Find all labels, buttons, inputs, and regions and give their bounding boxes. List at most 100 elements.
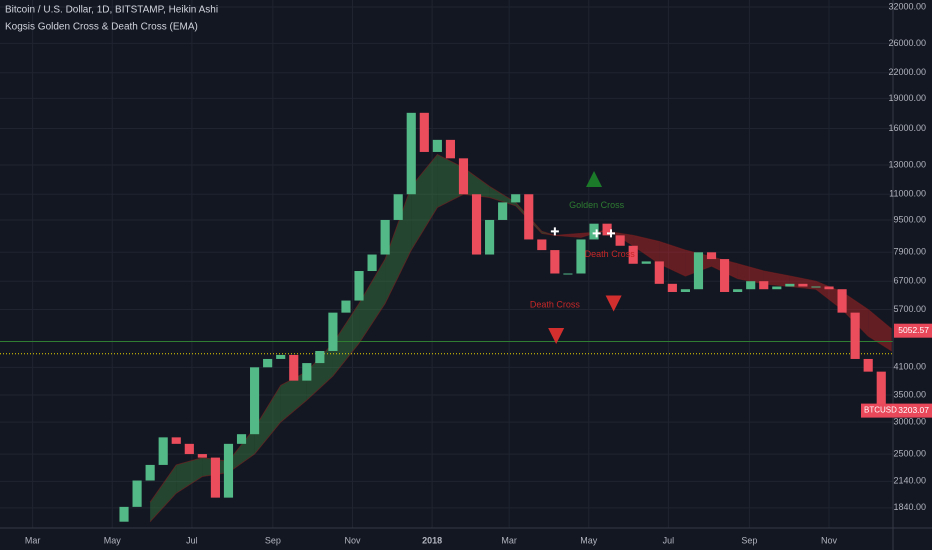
x-tick-label: Nov bbox=[344, 535, 361, 545]
candle bbox=[563, 273, 573, 275]
candle bbox=[223, 443, 234, 498]
ema-band bbox=[737, 263, 764, 284]
cross-arrow bbox=[586, 170, 603, 187]
ema-band bbox=[176, 457, 203, 494]
ema-band bbox=[228, 428, 255, 473]
candle bbox=[250, 367, 260, 435]
y-tick-label: 26000.00 bbox=[888, 38, 926, 48]
ema-band bbox=[280, 371, 307, 423]
ema-band bbox=[306, 343, 333, 401]
candle bbox=[706, 252, 717, 260]
y-tick-label: 6700.00 bbox=[893, 276, 926, 286]
candle bbox=[524, 194, 534, 240]
cross-point bbox=[592, 229, 601, 238]
ema-band bbox=[150, 464, 177, 522]
price-tag bbox=[894, 323, 932, 338]
candle bbox=[380, 219, 390, 255]
ema-band bbox=[385, 186, 412, 304]
candle bbox=[236, 434, 247, 444]
candle bbox=[328, 312, 338, 351]
candle bbox=[419, 112, 429, 152]
y-tick-label: 16000.00 bbox=[888, 123, 926, 133]
candle bbox=[876, 371, 886, 406]
indicator-title: Kogsis Golden Cross & Death Cross (EMA) bbox=[5, 22, 198, 33]
candle bbox=[811, 286, 821, 288]
y-tick-label: 32000.00 bbox=[888, 1, 926, 11]
ema-band bbox=[359, 259, 386, 344]
ema-band bbox=[437, 154, 464, 208]
annotation: Death Cross bbox=[530, 299, 581, 309]
candle bbox=[171, 437, 181, 444]
candle bbox=[158, 437, 168, 465]
axes: 32000.00 26000.00 22000.00 19000.00 16000.00… bbox=[25, 1, 932, 545]
candle bbox=[184, 443, 194, 455]
candle bbox=[759, 281, 769, 290]
x-tick-label: Sep bbox=[741, 535, 757, 545]
cross-point bbox=[550, 227, 559, 236]
candle bbox=[145, 464, 155, 481]
candle bbox=[132, 480, 142, 507]
candle bbox=[315, 350, 325, 364]
candle bbox=[654, 261, 664, 284]
candle bbox=[367, 254, 377, 272]
y-tick-label: 3000.00 bbox=[893, 416, 926, 426]
ema-band bbox=[789, 276, 816, 290]
y-tick-label: 5700.00 bbox=[893, 304, 926, 314]
y-tick-label: 1840.00 bbox=[893, 502, 926, 512]
x-tick-label: May bbox=[580, 535, 598, 545]
candle bbox=[798, 283, 808, 287]
price-tag-label: 5052.57 bbox=[898, 325, 929, 335]
candle bbox=[445, 139, 455, 159]
cross-arrow bbox=[548, 328, 565, 345]
candle bbox=[276, 354, 286, 359]
y-tick-label: 13000.00 bbox=[888, 159, 926, 169]
candle bbox=[537, 239, 547, 251]
ema-band bbox=[815, 281, 843, 310]
x-tick-label: Mar bbox=[501, 535, 517, 545]
price-tag-label: 3203.07 bbox=[898, 405, 929, 415]
cross-arrow bbox=[605, 295, 622, 312]
candle bbox=[119, 506, 129, 522]
ema-band bbox=[332, 303, 360, 377]
x-tick-label: Nov bbox=[821, 535, 838, 545]
candle bbox=[471, 194, 482, 255]
ema-band bbox=[868, 309, 892, 351]
y-tick-label: 3500.00 bbox=[893, 389, 926, 399]
candle bbox=[693, 252, 704, 290]
cross-point bbox=[607, 229, 615, 238]
chart-title: Bitcoin / U.S. Dollar, 1D, BITSTAMP, Hei… bbox=[5, 5, 218, 16]
candle bbox=[850, 312, 860, 359]
candle bbox=[602, 223, 612, 236]
plot-area: Golden Cross Death Cross Death Cross bbox=[0, 112, 893, 523]
y-tick-label: 2500.00 bbox=[893, 448, 926, 458]
y-tick-label: 7900.00 bbox=[893, 247, 926, 257]
candle bbox=[576, 239, 586, 274]
x-tick-label: Sep bbox=[265, 535, 281, 545]
candle bbox=[302, 363, 312, 381]
candle bbox=[641, 261, 651, 264]
candle bbox=[263, 358, 273, 368]
candle bbox=[837, 289, 847, 313]
annotation: Golden Cross bbox=[569, 200, 625, 210]
candle bbox=[628, 245, 638, 264]
candle bbox=[772, 286, 782, 290]
candle bbox=[289, 354, 299, 381]
y-tick-label: 2140.00 bbox=[893, 476, 926, 486]
grid bbox=[0, 0, 893, 528]
candle bbox=[667, 283, 677, 292]
candle bbox=[615, 235, 625, 246]
ema-band bbox=[659, 241, 686, 277]
ema-band bbox=[254, 385, 281, 455]
ema-band bbox=[633, 235, 660, 264]
candle bbox=[680, 289, 690, 292]
y-tick-label: 9500.00 bbox=[893, 214, 926, 224]
candle bbox=[589, 223, 599, 240]
candle bbox=[354, 271, 364, 301]
candle bbox=[341, 300, 351, 313]
price-tag-name: BTCUSD bbox=[864, 406, 897, 415]
candle bbox=[824, 286, 834, 290]
candle bbox=[458, 158, 469, 195]
